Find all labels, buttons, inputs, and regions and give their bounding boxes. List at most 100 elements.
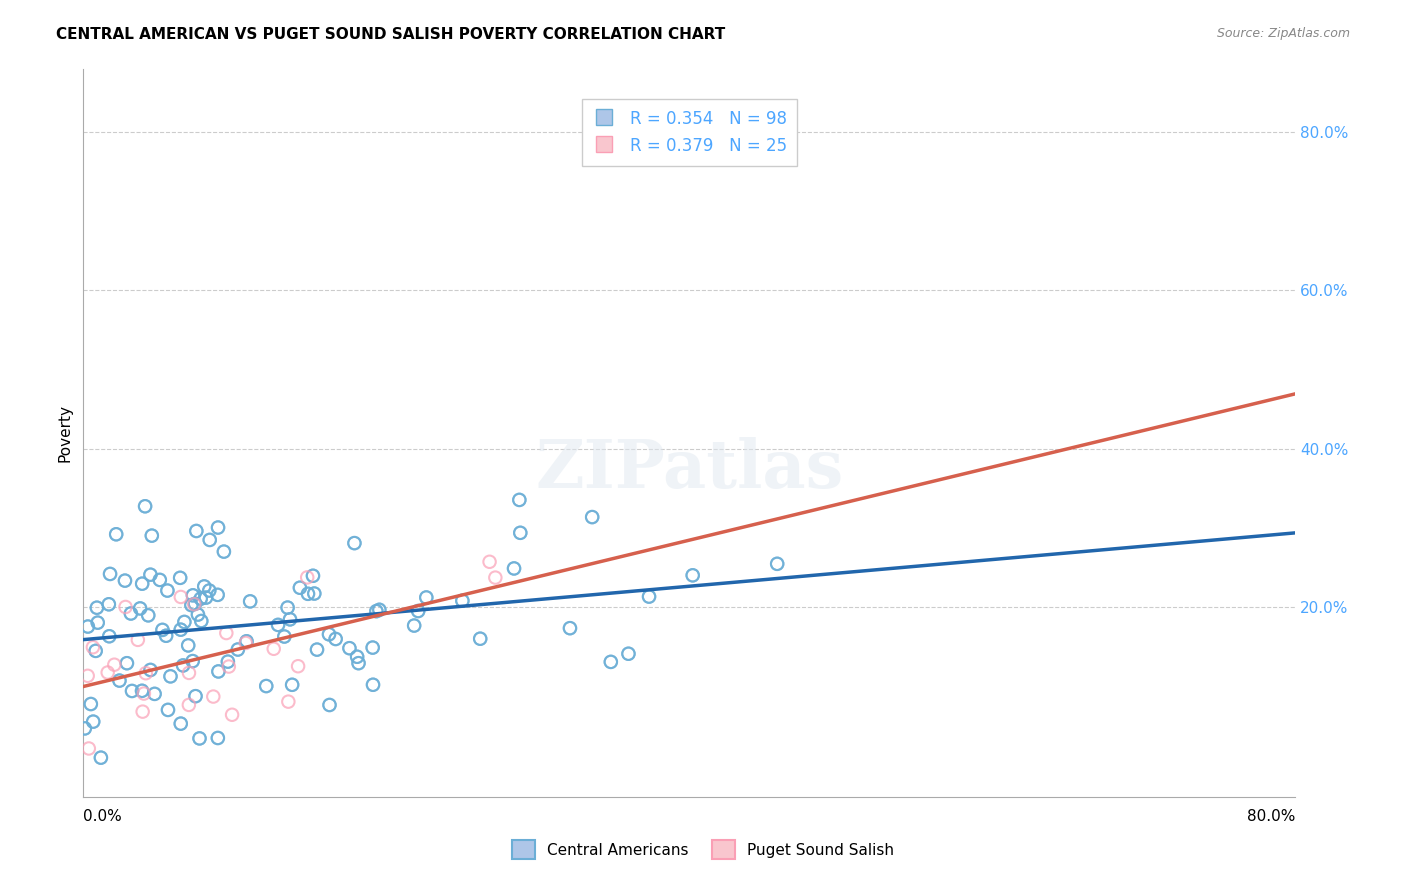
Point [129,601,152,615]
Point [141,528,163,542]
Point [183,597,205,611]
Point [302,568,325,582]
Point [82,640,104,655]
Point [143,687,166,701]
Point [404,618,426,632]
Point [295,570,318,584]
Point [172,658,194,673]
Point [139,663,162,677]
Point [406,604,429,618]
Point [98,629,121,643]
Point [181,654,204,668]
Point [132,687,155,701]
Point [273,630,295,644]
Point [267,618,290,632]
Point [87,615,110,630]
Point [305,642,328,657]
Point [235,634,257,648]
Point [277,695,299,709]
Point [508,492,530,507]
Point [503,561,526,575]
Point [361,640,384,655]
Point [152,623,174,637]
Point [318,627,340,641]
Point [302,568,325,582]
Point [297,587,319,601]
Point [198,533,221,547]
Point [682,568,704,582]
Point [84,644,107,658]
Legend: R = 0.354   N = 98, R = 0.379   N = 25: R = 0.354 N = 98, R = 0.379 N = 25 [582,99,797,166]
Point [184,689,207,703]
Point [177,639,200,653]
Point [361,678,384,692]
Point [273,630,295,644]
Point [187,607,209,622]
Point [108,673,131,688]
Point [288,581,311,595]
Point [121,684,143,698]
Point [115,656,138,670]
Point [484,571,506,585]
Point [134,500,156,514]
Point [141,528,163,542]
Point [120,607,142,621]
Point [278,612,301,626]
Point [190,591,212,606]
Text: 80.0%: 80.0% [1247,809,1295,824]
Point [76,669,98,683]
Point [221,707,243,722]
Point [97,597,120,611]
Point [509,525,531,540]
Point [195,591,218,605]
Point [281,678,304,692]
Point [198,583,221,598]
Point [143,687,166,701]
Point [617,647,640,661]
Point [503,561,526,575]
Point [343,536,366,550]
Legend: Central Americans, Puget Sound Salish: Central Americans, Puget Sound Salish [505,832,901,866]
Point [98,566,121,581]
Point [304,586,326,600]
Point [207,731,229,745]
Point [581,510,603,524]
Point [121,684,143,698]
Point [155,629,177,643]
Text: ZIPatlas: ZIPatlas [536,437,844,502]
Point [139,663,162,677]
Point [318,698,340,712]
Point [131,683,153,698]
Point [207,520,229,534]
Point [97,665,120,680]
Point [188,731,211,746]
Point [451,593,474,607]
Point [267,618,290,632]
Y-axis label: Poverty: Poverty [58,404,72,462]
Point [198,533,221,547]
Point [131,683,153,698]
Point [159,669,181,683]
Point [114,599,136,614]
Point [77,741,100,756]
Point [173,615,195,629]
Point [136,608,159,623]
Point [181,588,204,602]
Point [304,586,326,600]
Point [127,632,149,647]
Point [226,642,249,657]
Point [346,649,368,664]
Point [766,557,789,571]
Point [156,583,179,598]
Point [184,597,207,611]
Text: Source: ZipAtlas.com: Source: ZipAtlas.com [1216,27,1350,40]
Point [184,689,207,703]
Point [80,697,103,711]
Point [180,598,202,612]
Point [254,679,277,693]
Point [115,656,138,670]
Point [470,632,492,646]
Point [281,678,304,692]
Point [86,600,108,615]
Point [98,566,121,581]
